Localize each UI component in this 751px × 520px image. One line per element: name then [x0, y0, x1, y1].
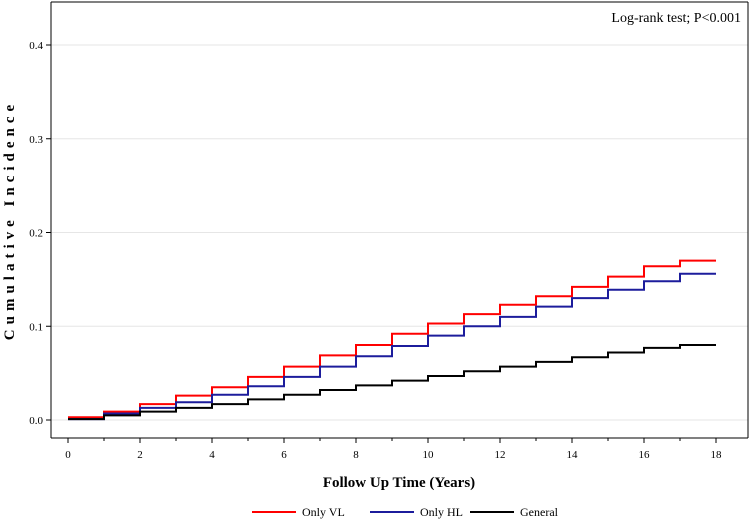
- y-tick-label-3: 0.3: [29, 134, 43, 146]
- x-tick-label-6: 12: [495, 449, 506, 461]
- y-axis-title: Cumulative Incidence: [2, 100, 18, 340]
- y-tick-label-2: 0.2: [29, 228, 43, 240]
- series-line-only-hl: [68, 272, 716, 421]
- y-tick-label-4: 0.4: [29, 40, 43, 52]
- x-tick-label-4: 8: [353, 449, 359, 461]
- log-rank-annotation: Log-rank test; P<0.001: [611, 11, 741, 26]
- y-tick-label-1: 0.1: [29, 321, 43, 333]
- x-axis-ticks: 0 2 4 6 8 10 12 14 16 18: [65, 438, 722, 461]
- legend-label-general: General: [520, 505, 559, 519]
- x-tick-label-7: 14: [567, 449, 579, 461]
- y-axis-ticks: 0.0 0.1 0.2 0.3 0.4: [29, 40, 51, 427]
- x-tick-label-9: 18: [711, 449, 723, 461]
- series-line-only-vl: [68, 259, 716, 419]
- series-line-general: [68, 344, 716, 421]
- legend-label-only-hl: Only HL: [420, 505, 463, 519]
- x-tick-label-8: 16: [639, 449, 651, 461]
- grid-lines: [51, 44, 748, 421]
- x-tick-label-0: 0: [65, 449, 71, 461]
- x-tick-label-1: 2: [137, 449, 143, 461]
- x-tick-label-2: 4: [209, 449, 215, 461]
- x-tick-label-3: 6: [281, 449, 287, 461]
- series-lines: [68, 259, 716, 421]
- x-tick-label-5: 10: [423, 449, 435, 461]
- legend: Only VL Only HL General: [252, 505, 559, 519]
- legend-label-only-vl: Only VL: [302, 505, 345, 519]
- x-axis-title: Follow Up Time (Years): [323, 475, 475, 491]
- y-tick-label-0: 0.0: [29, 415, 43, 427]
